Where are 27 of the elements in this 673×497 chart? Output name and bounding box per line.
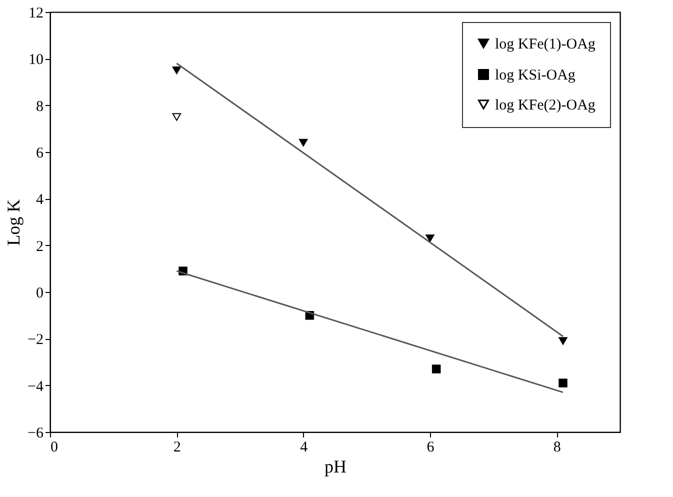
point: [172, 66, 182, 74]
point: [298, 138, 308, 147]
y-tick-label: −6: [28, 426, 44, 442]
y-tick-label: −2: [28, 332, 44, 348]
y-tick-label: 10: [28, 52, 44, 68]
y-tick-label: 12: [28, 6, 44, 22]
y-tick-label: 6: [36, 146, 44, 162]
point: [432, 364, 441, 374]
point: [558, 378, 568, 388]
y-tick-label: 2: [36, 238, 44, 255]
legend-label: log KSi-OAg: [495, 68, 576, 84]
x-axis-title: pH: [324, 456, 346, 476]
point: [426, 234, 434, 242]
y-axis-title: Log K: [4, 199, 24, 246]
x-tick-label: 2: [173, 440, 181, 456]
x-tick-label: 0: [50, 440, 58, 456]
legend-label: log KFe(2)-OAg: [495, 98, 596, 114]
x-tick-label: 4: [300, 440, 308, 456]
point: [558, 337, 568, 345]
point: [172, 113, 182, 121]
x-tick-label: 6: [426, 440, 435, 456]
x-tick-label: 8: [553, 440, 561, 456]
y-tick-label: 0: [36, 286, 44, 302]
legend-label: log KFe(1)-OAg: [495, 36, 596, 52]
y-tick-label: −4: [28, 378, 44, 395]
y-tick-label: 4: [36, 192, 44, 208]
y-tick-label: 8: [36, 98, 44, 115]
